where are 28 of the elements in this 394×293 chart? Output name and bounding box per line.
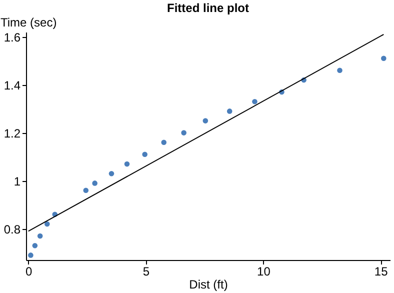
point [108, 170, 114, 176]
point [44, 221, 50, 227]
point [83, 188, 89, 194]
point [92, 180, 98, 186]
x-tick-label: 0 [26, 264, 33, 278]
point [202, 118, 208, 124]
x-tick-label: 15 [374, 264, 388, 278]
y-tick-label: 1 [14, 174, 21, 188]
y-axis-title: Time (sec) [0, 16, 57, 30]
point [337, 68, 342, 74]
point [226, 108, 232, 114]
x-axis-title: Dist (ft) [189, 278, 228, 292]
x-tick-label: 5 [142, 264, 150, 278]
y-tick-label: 1.4 [4, 78, 21, 92]
point [142, 152, 148, 158]
x-tick-label: 10 [257, 264, 271, 278]
point [124, 161, 130, 167]
point [28, 252, 34, 258]
y-tick-label: 1.2 [4, 126, 21, 140]
y-tick-label: 1.6 [4, 30, 21, 44]
point [37, 233, 43, 239]
point [252, 98, 258, 104]
chart-title: Fitted line plot [167, 1, 249, 15]
point [181, 130, 186, 136]
point [161, 140, 166, 146]
point [32, 242, 38, 248]
y-tick-label: 0.8 [4, 222, 21, 236]
point [381, 56, 386, 62]
